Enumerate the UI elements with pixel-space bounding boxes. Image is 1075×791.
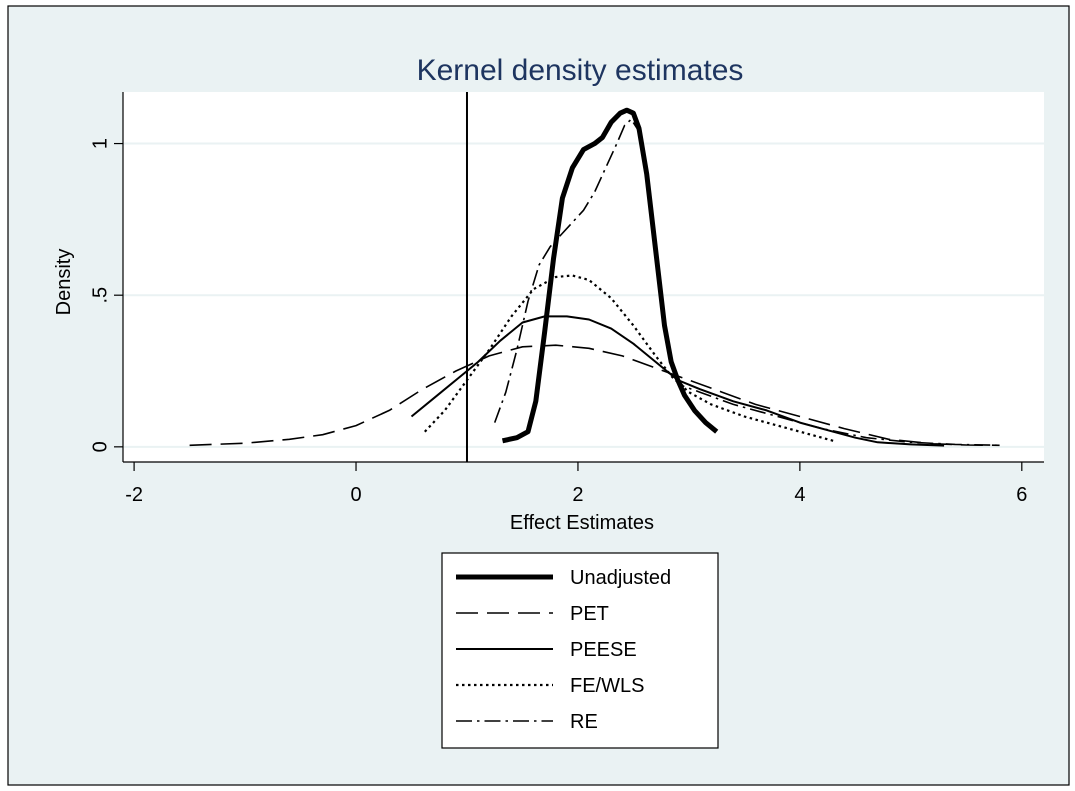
y-tick-label-2: 1	[89, 138, 111, 149]
legend-label-peese: PEESE	[570, 639, 637, 661]
x-axis-label: Effect Estimates	[510, 512, 654, 534]
legend-label-fe-wls: FE/WLS	[570, 675, 644, 697]
series-layer	[189, 107, 1000, 447]
legend-label-pet: PET	[570, 603, 609, 625]
axes-layer	[122, 92, 1044, 463]
series-line-re	[493, 118, 1000, 447]
grid-lines	[123, 142, 1044, 448]
x-tick-label-1: 0	[350, 484, 361, 506]
series-line-fe-wls	[423, 274, 834, 442]
chart-title: Kernel density estimates	[417, 54, 744, 87]
x-tick-label-0: -2	[125, 484, 143, 506]
x-tick-label-4: 6	[1016, 484, 1027, 506]
legend-box	[441, 552, 719, 749]
y-axis-ticks: 0.51	[89, 138, 123, 452]
legend-label-unadjusted: Unadjusted	[570, 567, 671, 589]
series-line-pet	[189, 344, 1000, 447]
legend-entries: Unadjusted PET PEESE FE/WLS RE	[456, 567, 671, 733]
x-tick-label-3: 4	[794, 484, 805, 506]
x-axis-ticks: -2 0 2 4 6	[125, 462, 1027, 506]
legend: Unadjusted PET PEESE FE/WLS RE	[441, 552, 719, 749]
y-tick-label-1: .5	[89, 287, 111, 304]
y-axis-label: Density	[53, 249, 75, 316]
x-tick-label-2: 2	[572, 484, 583, 506]
legend-label-re: RE	[570, 711, 598, 733]
y-tick-label-0: 0	[89, 441, 111, 452]
